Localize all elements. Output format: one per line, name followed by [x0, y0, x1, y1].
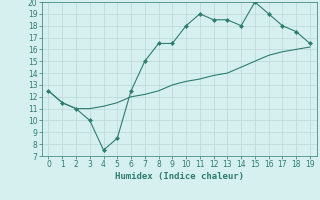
X-axis label: Humidex (Indice chaleur): Humidex (Indice chaleur) — [115, 172, 244, 181]
